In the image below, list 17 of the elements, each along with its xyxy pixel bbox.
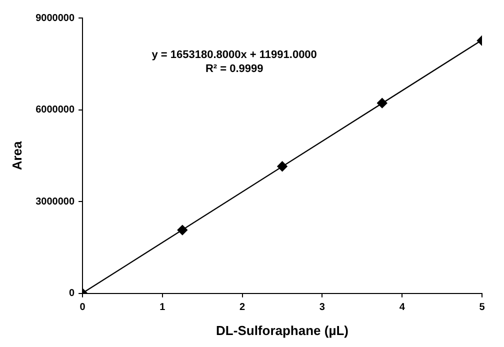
point	[277, 161, 288, 172]
y-tick-label: 6000000	[36, 104, 75, 116]
annotation: R² = 0.9999	[205, 63, 264, 76]
y-axis-title: Area	[9, 140, 24, 170]
y-tick-label: 0	[68, 288, 75, 300]
x-tick-label: 3	[319, 302, 326, 314]
y-tick-label: 9000000	[36, 12, 75, 24]
y-tick-label: 3000000	[36, 196, 75, 208]
annotation: y = 1653180.8000x + 11991.0000	[152, 49, 317, 62]
point	[177, 224, 188, 236]
x-tick-label: 2	[240, 302, 246, 314]
x-tick-label: 1	[160, 302, 166, 314]
x-tick-label: 0	[80, 302, 86, 314]
x-tick-label: 4	[399, 302, 406, 314]
x-tick-label: 5	[479, 302, 486, 314]
x-axis-title: DL-Sulforaphane (µL)	[216, 322, 348, 338]
point	[377, 98, 388, 108]
